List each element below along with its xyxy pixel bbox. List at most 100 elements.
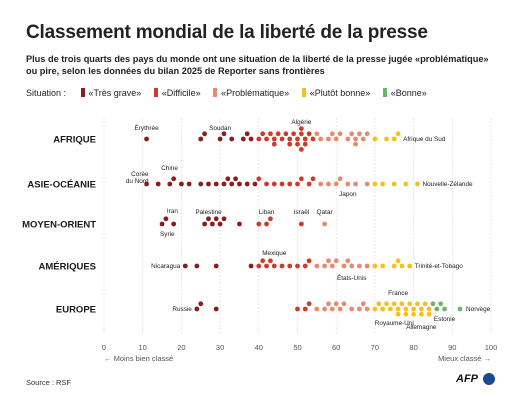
country-dot	[329, 306, 335, 312]
country-dot	[295, 181, 300, 187]
country-dot	[418, 311, 424, 317]
x-tick-label: 100	[485, 343, 498, 352]
country-dot	[372, 181, 378, 187]
country-label: Afrique du Sud	[403, 136, 446, 143]
x-tick-label: 60	[332, 343, 340, 352]
country-label: Qatar	[317, 209, 334, 216]
country-dot	[186, 181, 192, 187]
country-label: Trinité-et-Tobago	[415, 263, 464, 270]
country-dot	[260, 131, 266, 137]
country-dot	[314, 131, 320, 137]
country-dot	[295, 141, 300, 147]
country-dot	[415, 181, 420, 187]
country-dot	[271, 263, 277, 269]
country-label: Iran	[167, 208, 178, 215]
country-dot	[206, 181, 211, 187]
country-dot	[341, 263, 347, 269]
country-dot	[380, 263, 386, 269]
country-dot	[380, 306, 386, 312]
country-dot	[295, 306, 300, 312]
country-dot	[298, 176, 304, 182]
country-dot	[268, 216, 273, 222]
country-dot	[384, 136, 389, 142]
country-dot	[411, 306, 416, 312]
country-dot	[345, 258, 351, 264]
country-dot	[275, 131, 281, 137]
country-dot	[256, 136, 262, 142]
country-dot	[391, 301, 397, 307]
country-dot	[326, 181, 331, 187]
country-dot	[333, 301, 339, 307]
country-label: Russie	[172, 306, 192, 313]
country-dot	[426, 306, 432, 312]
region-label: EUROPE	[56, 305, 96, 316]
country-dot	[314, 306, 320, 312]
country-dot	[326, 136, 331, 142]
country-dot	[326, 258, 331, 264]
country-dot	[399, 263, 405, 269]
country-dot	[298, 131, 304, 137]
country-dot	[395, 306, 401, 312]
country-dot	[391, 136, 397, 142]
chart-title: Classement mondial de la liberté de la p…	[26, 22, 428, 43]
country-dot	[357, 131, 362, 137]
region-label: MOYEN-ORIENT	[22, 220, 96, 231]
country-dot	[279, 136, 285, 142]
country-dot	[198, 301, 204, 307]
country-dot	[310, 176, 316, 182]
x-tick-label: 30	[216, 343, 224, 352]
country-dot	[360, 301, 366, 307]
country-dot	[333, 136, 339, 142]
country-label: Palestine	[195, 209, 222, 216]
country-label: États-Unis	[337, 273, 366, 282]
country-dot	[333, 258, 339, 264]
country-dot	[287, 181, 293, 187]
country-dot	[256, 263, 262, 269]
country-label: Norvège	[466, 306, 491, 313]
country-dot	[167, 181, 173, 187]
country-dot	[248, 263, 254, 269]
country-dot	[179, 181, 184, 187]
x-tick-label: 70	[371, 343, 379, 352]
country-dot	[159, 221, 165, 227]
chart-subtitle: Plus de trois quarts des pays du monde o…	[26, 54, 489, 76]
country-dot	[364, 181, 370, 187]
country-dot	[233, 176, 238, 182]
country-dot	[225, 176, 231, 182]
country-dot	[357, 306, 362, 312]
country-dot	[372, 136, 378, 142]
country-dot	[268, 131, 273, 137]
country-dot	[353, 141, 358, 147]
country-dot	[155, 181, 161, 187]
country-dot	[182, 263, 188, 269]
country-dot	[302, 306, 308, 312]
country-dot	[287, 141, 293, 147]
country-dot	[206, 216, 211, 222]
x-tick-label: 0	[102, 343, 106, 352]
country-dot	[411, 311, 416, 317]
country-dot	[279, 263, 285, 269]
legend-swatch	[301, 88, 306, 97]
country-dot	[314, 263, 320, 269]
legend-swatch	[213, 88, 218, 97]
country-dot	[213, 181, 219, 187]
country-dot	[372, 263, 378, 269]
country-dot	[202, 131, 208, 137]
country-dot	[372, 306, 378, 312]
country-dot	[198, 136, 204, 142]
country-dot	[256, 176, 262, 182]
country-dot	[403, 181, 409, 187]
country-dot	[213, 263, 219, 269]
country-dot	[229, 136, 235, 142]
country-dot	[318, 136, 324, 142]
country-dot	[237, 221, 242, 227]
country-dot	[144, 181, 149, 187]
country-label: Chine	[161, 165, 178, 172]
country-dot	[418, 306, 424, 312]
x-tick-label: 40	[255, 343, 263, 352]
country-dot	[217, 136, 223, 142]
country-dot	[302, 136, 308, 142]
country-dot	[213, 216, 219, 222]
country-dot	[434, 306, 440, 312]
